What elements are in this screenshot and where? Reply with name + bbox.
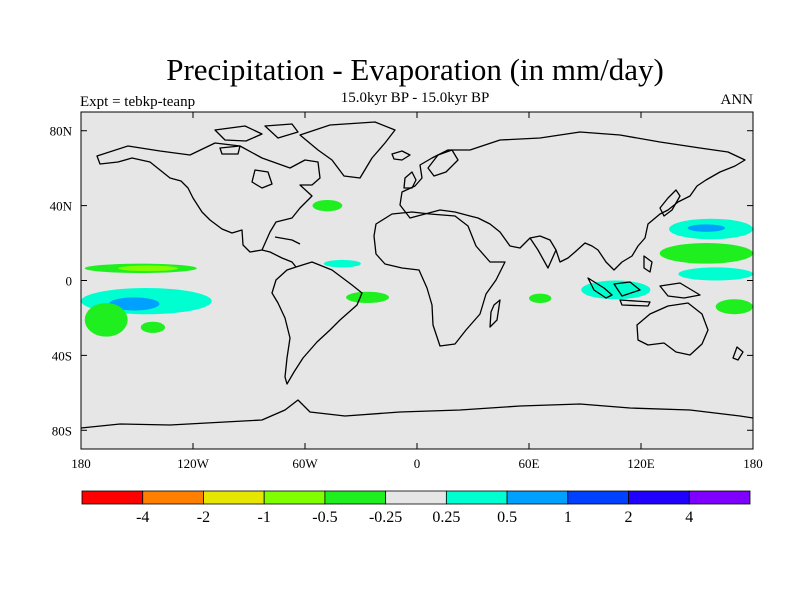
x-tick-label: 120W <box>177 456 210 471</box>
colorbar-swatch <box>567 490 629 505</box>
chart-subtitle: 15.0kyr BP - 15.0kyr BP <box>340 90 490 106</box>
colorbar-label: 2 <box>625 509 633 526</box>
anomaly-central-pacific-itcz-lightgreen <box>118 265 179 272</box>
y-tick-label: 80N <box>50 124 73 139</box>
coastline-india <box>529 237 557 269</box>
colorbar-label: -2 <box>197 509 210 526</box>
chart-title: Precipitation - Evaporation (in mm/day) <box>166 52 664 87</box>
colorbar: -4 -2 -1 -0.5 -0.25 0.25 0.5 1 2 4 <box>81 490 751 526</box>
anomaly-indian-ocean-green <box>529 293 552 303</box>
coastline-greenland <box>299 121 396 179</box>
colorbar-label: -0.5 <box>312 509 337 526</box>
anomaly-layer <box>81 199 753 337</box>
anomaly-tropical-atlantic-cyan <box>323 259 362 268</box>
anomaly-north-atlantic-green <box>312 199 343 212</box>
coastline-south-america <box>271 261 363 385</box>
colorbar-swatch <box>445 490 508 505</box>
colorbar-swatch <box>385 490 447 505</box>
map-background <box>81 112 753 449</box>
coastline-eurasia <box>399 131 746 271</box>
coastline-central-america <box>261 249 297 268</box>
map-area <box>80 111 754 450</box>
x-tick-label: 60E <box>519 456 540 471</box>
anomaly-south-pacific-green <box>84 302 128 337</box>
anomaly-tropical-atlantic-green <box>346 291 389 303</box>
coastlines <box>81 121 753 429</box>
colorbar-label: -4 <box>136 509 149 526</box>
experiment-label: Expt = tebkp-teanp <box>80 94 196 110</box>
coastline-north-america <box>96 142 321 253</box>
y-tick-label: 40S <box>52 348 72 363</box>
colorbar-label: 4 <box>685 509 693 526</box>
colorbar-label: -0.25 <box>369 509 402 526</box>
anomaly-south-pacific-green-2 <box>140 321 165 333</box>
colorbar-label: 0.25 <box>432 509 460 526</box>
coastline-hudson-bay <box>251 169 273 189</box>
colorbar-label: 1 <box>564 509 572 526</box>
colorbar-swatch <box>81 490 144 505</box>
y-tick-label: 0 <box>66 274 73 289</box>
anomaly-equatorial-pacific-cyan <box>678 267 753 281</box>
coastline-new-zealand <box>732 346 744 361</box>
anomaly-west-pacific-green <box>659 243 753 264</box>
coastline-africa <box>373 211 506 347</box>
y-tick-label: 40N <box>50 199 73 214</box>
colorbar-swatch <box>506 490 569 505</box>
colorbar-swatch <box>203 490 265 505</box>
anomaly-south-pacific-blue <box>109 297 160 311</box>
coastline-antarctica <box>81 399 753 429</box>
y-tick-label: 80S <box>52 423 72 438</box>
coastline-britain <box>403 171 417 189</box>
colorbar-swatch <box>324 490 387 505</box>
coastline-maritime-continent <box>587 255 701 307</box>
coastline-japan <box>659 189 681 217</box>
x-tick-label: 0 <box>414 456 421 471</box>
season-label: ANN <box>720 92 754 108</box>
anomaly-southwest-pacific-green <box>715 299 753 315</box>
anomaly-west-pacific-blue <box>687 224 725 232</box>
x-tick-label: 180 <box>71 456 91 471</box>
x-tick-label: 60W <box>292 456 318 471</box>
colorbar-swatch <box>688 490 751 505</box>
coastline-arctic-islands <box>214 123 299 155</box>
axes: 180 120W 60W 0 60E 120E 180 80N 40N 0 40S 80S <box>50 112 763 471</box>
coastline-australia <box>636 302 709 356</box>
colorbar-swatch <box>142 490 204 505</box>
colorbar-label: 0.5 <box>497 509 517 526</box>
coastline-iceland <box>391 150 411 161</box>
x-tick-label: 120E <box>627 456 655 471</box>
colorbar-swatch <box>263 490 326 505</box>
coastline-scandinavia <box>427 149 459 177</box>
coastline-madagascar <box>489 299 501 328</box>
coastline-caribbean <box>274 236 301 245</box>
colorbar-swatch <box>628 490 690 505</box>
x-tick-label: 180 <box>743 456 763 471</box>
colorbar-label: -1 <box>258 509 271 526</box>
